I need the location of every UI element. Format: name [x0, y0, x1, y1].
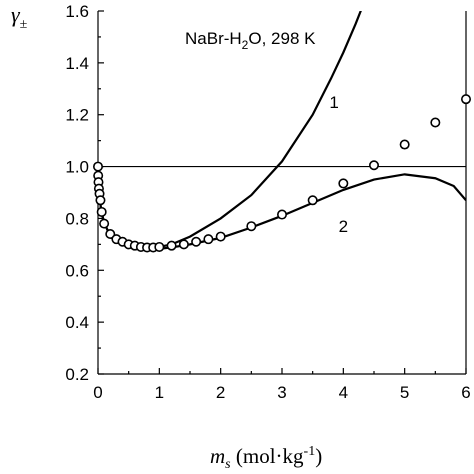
data-point: [203, 234, 214, 245]
data-point: [93, 161, 104, 172]
axes: [97, 10, 467, 375]
data-point: [96, 206, 107, 217]
y-tick-label: 0.2: [65, 365, 89, 384]
data-point: [105, 228, 116, 239]
data-point: [166, 240, 177, 251]
data-point: [95, 195, 106, 206]
data-point: [399, 139, 410, 150]
chart-annotation: NaBr-H2O, 298 K: [185, 29, 316, 52]
x-tick-label: 3: [277, 383, 286, 402]
x-tick-label: 2: [216, 383, 225, 402]
data-point: [215, 231, 226, 242]
data-point: [307, 195, 318, 206]
x-tick-label: 5: [400, 383, 409, 402]
y-tick-label: 0.6: [65, 261, 89, 280]
markers: [93, 94, 471, 253]
y-tick-label: 1.6: [65, 2, 89, 21]
y-tick-label: 0.8: [65, 209, 89, 228]
y-axis-label: γ±: [11, 2, 28, 32]
x-tick-label: 1: [155, 383, 164, 402]
data-point: [99, 218, 110, 229]
y-tick-label: 1.4: [65, 54, 89, 73]
data-point: [430, 117, 441, 128]
y-tick-label: 1.2: [65, 106, 89, 125]
data-point: [191, 236, 202, 247]
data-point: [460, 94, 471, 105]
data-point: [154, 241, 165, 252]
curve-labels: 12: [329, 93, 348, 236]
data-point: [178, 239, 189, 250]
data-point: [276, 209, 287, 220]
x-tick-label: 6: [461, 383, 470, 402]
y-tick-label: 1.0: [65, 158, 89, 177]
x-axis-label: ms (mol·kg-1): [210, 444, 322, 472]
data-point: [246, 221, 257, 232]
y-tick-label: 0.4: [65, 313, 89, 332]
data-point: [338, 178, 349, 189]
curve-label-1: 1: [329, 93, 338, 112]
tick-labels: 0.20.40.60.81.01.21.41.60 1 2 3 4 5 6: [65, 2, 470, 402]
data-point: [368, 160, 379, 171]
x-tick-label: 4: [339, 383, 348, 402]
x-tick-label: 0: [93, 383, 102, 402]
curve-label-2: 2: [339, 217, 348, 236]
curve-2: [98, 166, 466, 251]
